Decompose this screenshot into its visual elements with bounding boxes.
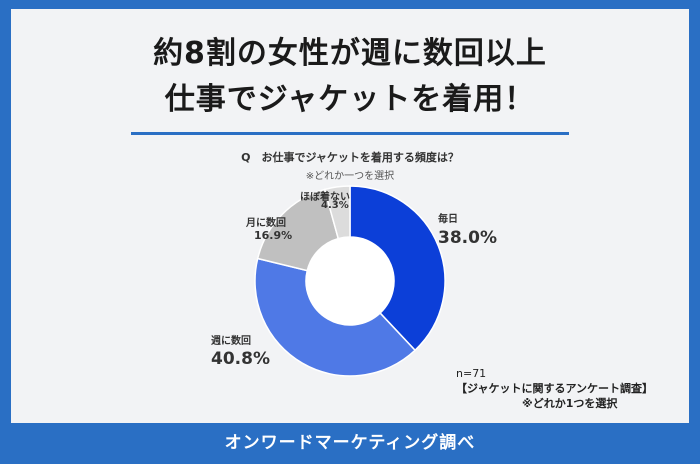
slice-value-monthly: 16.9%	[254, 229, 293, 242]
selection-note: ※どれか1つを選択	[522, 397, 618, 410]
slice-label-rarely: ほぼ着ない	[300, 192, 350, 203]
donut-hole	[306, 237, 394, 325]
slice-value-weekly: 40.8%	[211, 349, 270, 369]
source-credit: オンワードマーケティング調べ	[224, 433, 476, 453]
survey-footnote: n=71 【ジャケットに関するアンケート調査】 ※どれか1つを選択	[456, 366, 676, 411]
slice-label-daily: 毎日	[438, 214, 458, 225]
chart-title: Q お仕事でジャケットを着用する頻度は？	[241, 151, 459, 164]
slice-label-weekly: 週に数回	[211, 336, 251, 347]
slice-daily	[349, 185, 446, 352]
sample-size: n=71	[456, 367, 487, 380]
headline-line-2: 仕事でジャケットを着用！	[164, 82, 536, 117]
slice-value-rarely: 4.3%	[321, 200, 349, 211]
slice-value-daily: 38.0%	[438, 228, 497, 248]
infographic-card: 約8割の女性が週に数回以上 仕事でジャケットを着用！ Q お仕事でジャケットを着…	[11, 9, 689, 423]
donut-chart	[254, 185, 446, 377]
headline-divider	[131, 132, 569, 135]
slice-label-monthly: 月に数回	[246, 218, 286, 229]
headline-line-1: 約8割の女性が週に数回以上	[153, 36, 547, 71]
chart-subtitle: ※どれか一つを選択	[305, 171, 395, 182]
headline: 約8割の女性が週に数回以上 仕事でジャケットを着用！	[11, 31, 689, 123]
survey-title: 【ジャケットに関するアンケート調査】	[456, 382, 654, 395]
